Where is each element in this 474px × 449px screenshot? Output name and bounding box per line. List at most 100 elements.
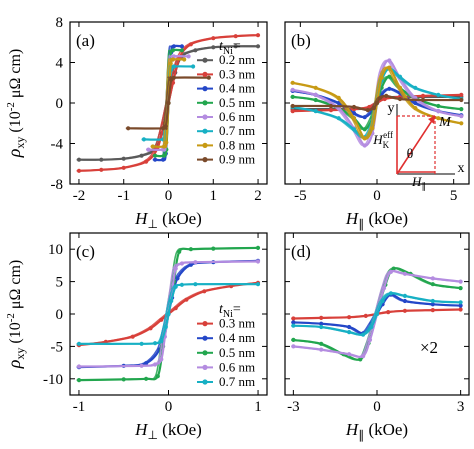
data-point bbox=[76, 378, 82, 383]
data-point bbox=[402, 298, 407, 304]
data-point bbox=[153, 362, 158, 367]
data-point bbox=[384, 93, 389, 98]
legend-label: 0.6 nm bbox=[219, 359, 255, 374]
y-tick-label: 8 bbox=[56, 15, 64, 31]
x-tick-label: 0 bbox=[373, 188, 381, 204]
data-point bbox=[351, 104, 357, 110]
data-point bbox=[179, 48, 184, 53]
series-group bbox=[76, 33, 261, 173]
data-point bbox=[255, 44, 261, 49]
data-point bbox=[459, 121, 464, 126]
data-point bbox=[313, 92, 318, 97]
legend-item: 0.5 nm bbox=[197, 345, 255, 360]
data-point bbox=[161, 157, 166, 162]
data-point bbox=[369, 324, 374, 330]
data-point bbox=[211, 45, 216, 50]
legend-swatch-marker bbox=[202, 142, 208, 148]
legend-label: 0.5 nm bbox=[219, 345, 255, 360]
data-point bbox=[430, 276, 435, 281]
data-point bbox=[387, 74, 392, 79]
y-tick-label: -5 bbox=[51, 339, 64, 355]
data-point bbox=[371, 106, 376, 111]
data-point bbox=[351, 116, 357, 121]
data-point bbox=[351, 111, 357, 116]
data-point bbox=[161, 153, 167, 158]
data-point bbox=[233, 34, 238, 39]
y-axis-label-bottom: ρxy (10-2 μΩ cm) bbox=[4, 260, 27, 369]
data-point bbox=[313, 97, 318, 103]
data-point bbox=[458, 300, 463, 305]
series-group bbox=[76, 245, 261, 383]
series-0-7-nm bbox=[291, 291, 463, 337]
data-point bbox=[362, 136, 367, 141]
y-tick-label: 0 bbox=[56, 96, 64, 112]
legend-swatch-marker bbox=[202, 364, 208, 370]
legend-label: 0.5 nm bbox=[219, 95, 255, 110]
data-point bbox=[164, 140, 169, 145]
data-point bbox=[76, 168, 82, 173]
x-tick-label: -2 bbox=[73, 188, 86, 204]
y-axis-title: ρxy (10-2 μΩ cm) bbox=[4, 260, 27, 369]
data-point bbox=[436, 116, 441, 121]
data-point bbox=[148, 326, 153, 331]
data-point bbox=[397, 74, 403, 79]
data-point bbox=[420, 93, 426, 98]
data-point bbox=[290, 87, 295, 92]
data-point bbox=[188, 247, 193, 252]
inset-vector-total bbox=[396, 115, 436, 175]
x-tick-label: 3 bbox=[457, 399, 465, 415]
data-point bbox=[319, 347, 324, 352]
data-point bbox=[182, 57, 187, 62]
data-point bbox=[193, 282, 198, 287]
data-point bbox=[179, 282, 184, 287]
legend-swatch-marker bbox=[202, 350, 208, 356]
y-tick-label: -10 bbox=[43, 372, 63, 388]
inset-arrowhead bbox=[428, 116, 435, 124]
data-point bbox=[387, 86, 392, 91]
x-axis-title: H∥ (kOe) bbox=[345, 209, 408, 231]
legend-swatch-marker bbox=[202, 335, 208, 341]
data-point bbox=[361, 354, 366, 359]
data-point bbox=[255, 33, 261, 38]
data-point bbox=[397, 85, 403, 90]
data-point bbox=[144, 376, 149, 381]
x-tick-label: -1 bbox=[73, 399, 86, 415]
data-point bbox=[76, 364, 82, 369]
legend-swatch-marker bbox=[202, 57, 208, 63]
data-point bbox=[365, 108, 370, 113]
data-point bbox=[319, 341, 324, 346]
data-point bbox=[175, 276, 180, 281]
data-point bbox=[211, 246, 216, 251]
data-point bbox=[313, 85, 318, 90]
data-point bbox=[387, 65, 392, 70]
data-point bbox=[347, 352, 352, 357]
legend-item: 0.4 nm bbox=[197, 81, 255, 96]
legend-label: 0.6 nm bbox=[219, 109, 255, 124]
y-tick-label: -4 bbox=[51, 137, 64, 153]
data-point bbox=[255, 245, 261, 250]
data-point bbox=[139, 341, 144, 346]
data-point bbox=[291, 344, 296, 349]
data-point bbox=[291, 316, 296, 321]
data-point bbox=[126, 126, 131, 131]
y-tick-label: 0 bbox=[56, 307, 64, 323]
data-point bbox=[402, 308, 407, 313]
data-point bbox=[153, 157, 158, 162]
data-point bbox=[206, 75, 211, 80]
data-point bbox=[193, 48, 198, 53]
data-point bbox=[191, 64, 196, 69]
panel-label: (b) bbox=[291, 31, 311, 50]
data-point bbox=[153, 341, 158, 346]
legend-item: 0.9 nm bbox=[197, 152, 255, 167]
data-point bbox=[363, 313, 368, 318]
x-tick-label: -1 bbox=[117, 188, 130, 204]
data-point bbox=[362, 127, 367, 132]
data-point bbox=[436, 92, 441, 97]
data-point bbox=[430, 308, 435, 313]
data-point bbox=[351, 127, 357, 132]
data-point bbox=[387, 58, 392, 63]
data-point bbox=[362, 143, 367, 148]
